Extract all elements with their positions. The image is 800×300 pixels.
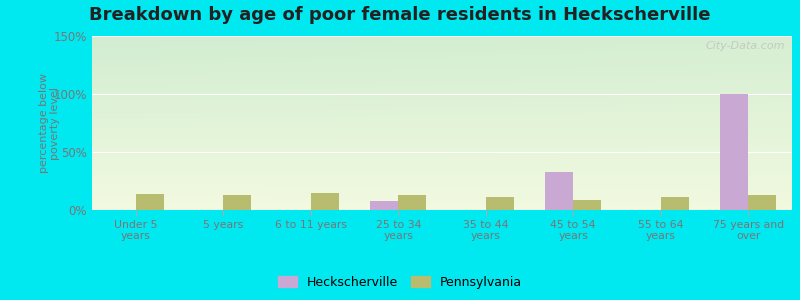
Text: City-Data.com: City-Data.com [706,41,785,51]
Bar [223,195,251,210]
Bar [546,172,574,210]
Bar [574,200,602,210]
Bar [661,197,689,210]
Bar [398,195,426,210]
Bar [748,195,776,210]
Bar [486,197,514,210]
Y-axis label: percentage below
poverty level: percentage below poverty level [38,73,60,173]
Bar [370,201,398,210]
Bar [310,193,338,210]
Legend: Heckscherville, Pennsylvania: Heckscherville, Pennsylvania [274,271,526,294]
Bar [136,194,164,210]
Bar [720,94,748,210]
Text: Breakdown by age of poor female residents in Heckscherville: Breakdown by age of poor female resident… [90,6,710,24]
